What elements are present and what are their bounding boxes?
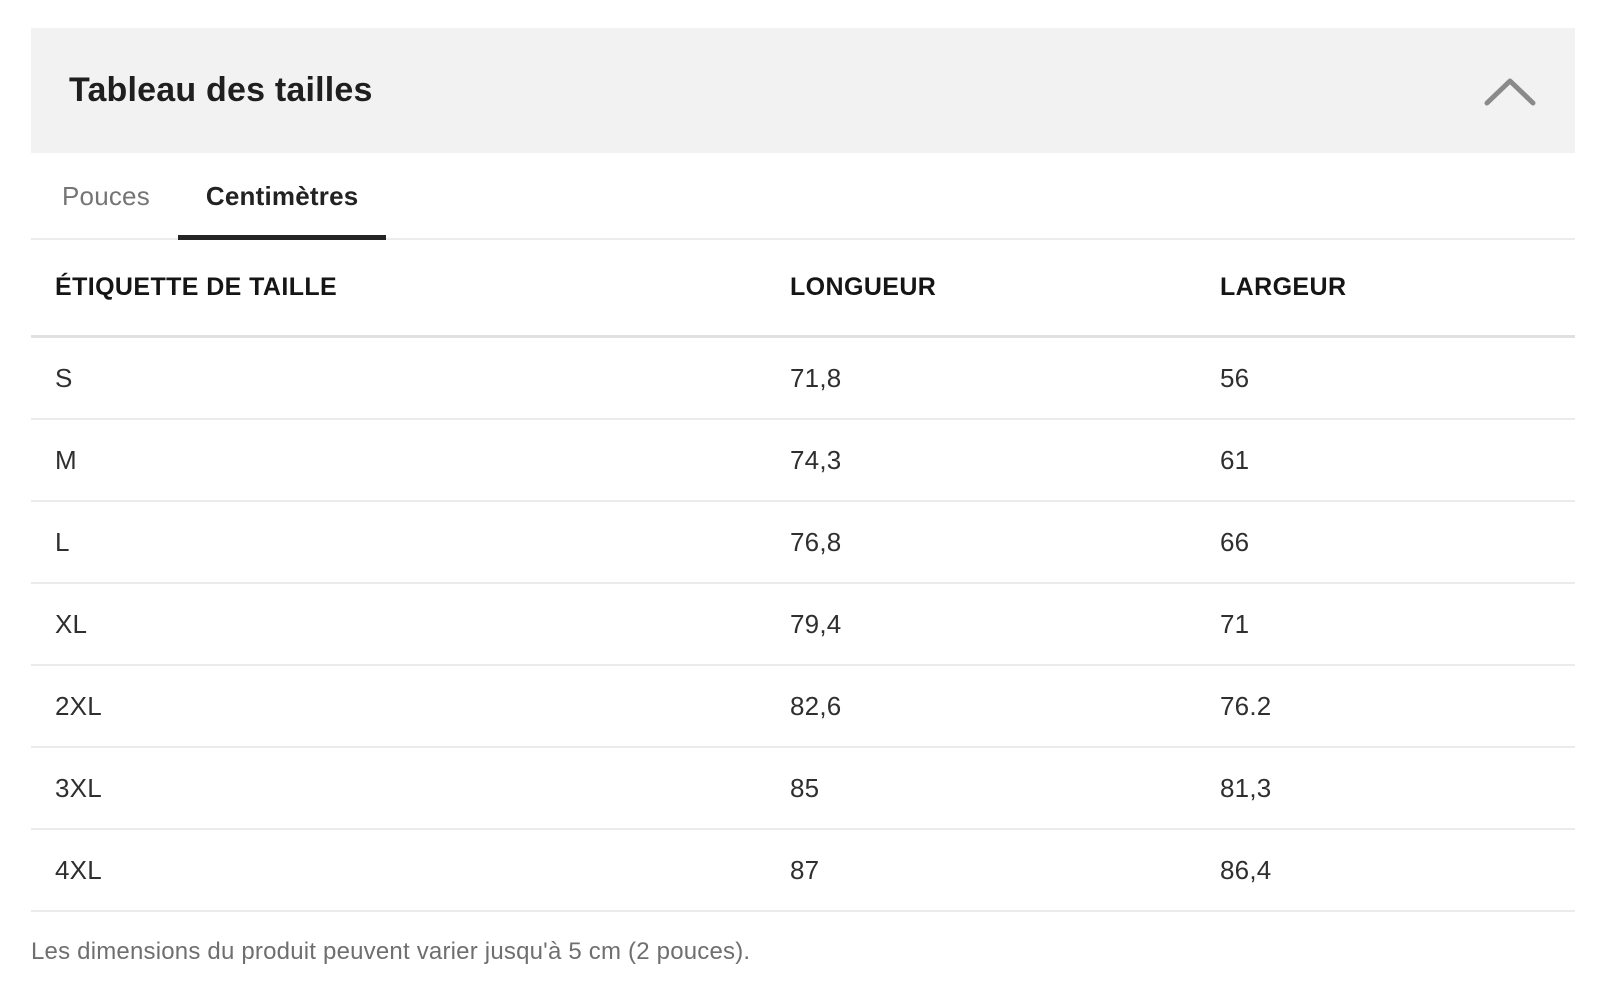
cell-longueur: 76,8 [790,526,842,557]
cell-largeur: 81,3 [1220,772,1272,803]
chevron-up-icon [1483,78,1537,112]
page-title: Tableau des tailles [69,71,373,109]
tab-pouces-label: Pouces [62,181,150,211]
table-row: XL 79,4 71 [31,584,1575,666]
cell-largeur: 76.2 [1220,690,1272,721]
tab-pouces[interactable]: Pouces [34,165,178,238]
table-row: 2XL 82,6 76.2 [31,666,1575,748]
cell-size: XL [55,608,88,639]
cell-largeur: 71 [1220,608,1250,639]
column-header-longueur: LONGUEUR [790,273,937,301]
size-chart-container: Tableau des tailles Pouces Centimètres É… [31,28,1575,966]
cell-largeur: 66 [1220,526,1250,557]
cell-size: S [55,362,73,393]
table-row: M 74,3 61 [31,420,1575,502]
unit-tabs: Pouces Centimètres [31,165,1575,240]
size-chart-accordion-header[interactable]: Tableau des tailles [31,28,1575,153]
cell-longueur: 79,4 [790,608,842,639]
table-header-row: ÉTIQUETTE DE TAILLE LONGUEUR LARGEUR [31,240,1575,338]
table-row: 3XL 85 81,3 [31,748,1575,830]
cell-largeur: 61 [1220,444,1250,475]
column-header-largeur: LARGEUR [1220,273,1347,301]
table-row: S 71,8 56 [31,338,1575,420]
table-row: 4XL 87 86,4 [31,830,1575,912]
tolerance-footnote: Les dimensions du produit peuvent varier… [31,938,751,965]
cell-longueur: 85 [790,772,820,803]
table-row: L 76,8 66 [31,502,1575,584]
cell-size: L [55,526,70,557]
collapse-button[interactable] [1483,73,1537,109]
cell-longueur: 71,8 [790,362,842,393]
column-header-size-label: ÉTIQUETTE DE TAILLE [55,273,338,301]
size-table: ÉTIQUETTE DE TAILLE LONGUEUR LARGEUR S 7… [31,240,1575,912]
cell-longueur: 82,6 [790,690,842,721]
cell-largeur: 86,4 [1220,854,1272,885]
tab-centimetres-label: Centimètres [205,181,359,211]
cell-size: 3XL [55,772,102,803]
cell-size: M [55,444,77,475]
cell-size: 4XL [55,854,102,885]
cell-largeur: 56 [1220,362,1250,393]
cell-longueur: 87 [790,854,820,885]
cell-size: 2XL [55,690,102,721]
tab-centimetres[interactable]: Centimètres [177,165,387,240]
cell-longueur: 74,3 [790,444,842,475]
